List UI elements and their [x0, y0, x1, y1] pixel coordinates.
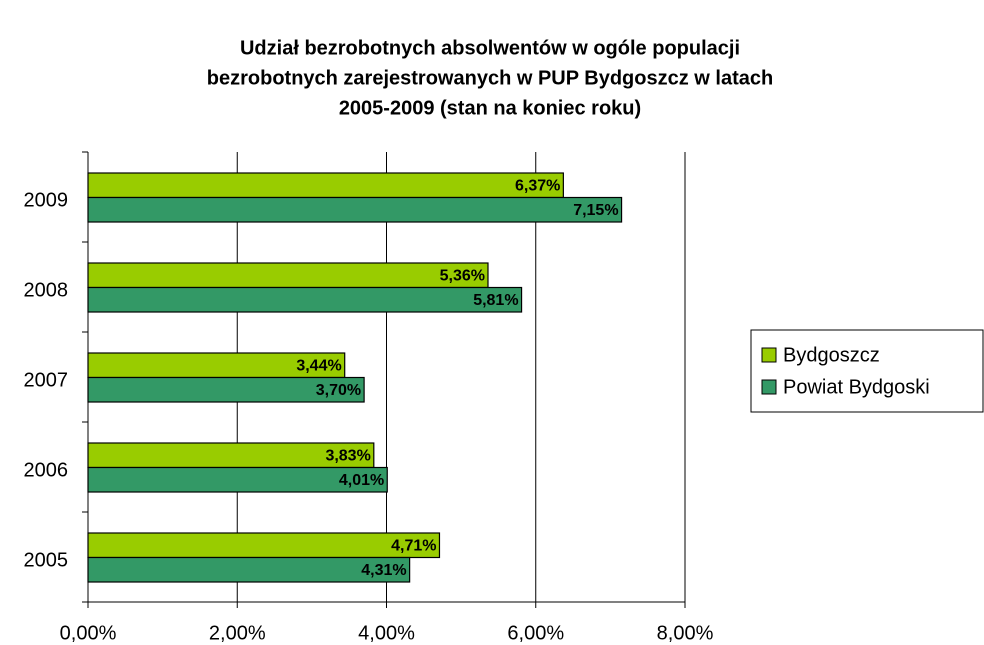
- data-label: 6,37%: [515, 177, 560, 194]
- bar: [87, 532, 441, 559]
- data-label: 5,36%: [440, 267, 485, 284]
- bar: [87, 466, 388, 493]
- chart-title: 2005-2009 (stan na koniec roku): [339, 97, 641, 119]
- chart-title: bezrobotnych zarejestrowanych w PUP Bydg…: [207, 67, 773, 89]
- x-tick-label: 2,00%: [209, 622, 266, 644]
- data-label: 5,81%: [473, 292, 518, 309]
- bar: [87, 442, 375, 469]
- bar: [87, 286, 523, 313]
- legend-label: Bydgoszcz: [783, 344, 880, 366]
- data-label: 3,83%: [325, 447, 370, 464]
- bar: [87, 196, 623, 223]
- legend-swatch: [761, 379, 777, 395]
- x-tick-label: 4,00%: [358, 622, 415, 644]
- bar: [87, 262, 489, 289]
- y-tick-label: 2006: [24, 459, 69, 481]
- y-tick-label: 2007: [24, 369, 69, 391]
- data-label: 4,31%: [361, 562, 406, 579]
- bar: [87, 376, 365, 403]
- x-tick-label: 8,00%: [657, 622, 714, 644]
- y-tick-label: 2008: [24, 279, 69, 301]
- bar: [87, 172, 564, 199]
- x-tick-label: 0,00%: [60, 622, 117, 644]
- y-tick-label: 2009: [24, 189, 69, 211]
- chart-title: Udział bezrobotnych absolwentów w ogóle …: [240, 37, 740, 59]
- data-label: 3,70%: [316, 382, 361, 399]
- y-tick-label: 2005: [24, 549, 69, 571]
- legend-box: [750, 329, 984, 413]
- data-label: 3,44%: [296, 357, 341, 374]
- x-tick-label: 6,00%: [507, 622, 564, 644]
- data-label: 4,01%: [339, 472, 384, 489]
- legend-swatch: [761, 347, 777, 363]
- legend-label: Powiat Bydgoski: [783, 376, 930, 398]
- bar: [87, 556, 411, 583]
- data-label: 4,71%: [391, 537, 436, 554]
- data-label: 7,15%: [573, 202, 618, 219]
